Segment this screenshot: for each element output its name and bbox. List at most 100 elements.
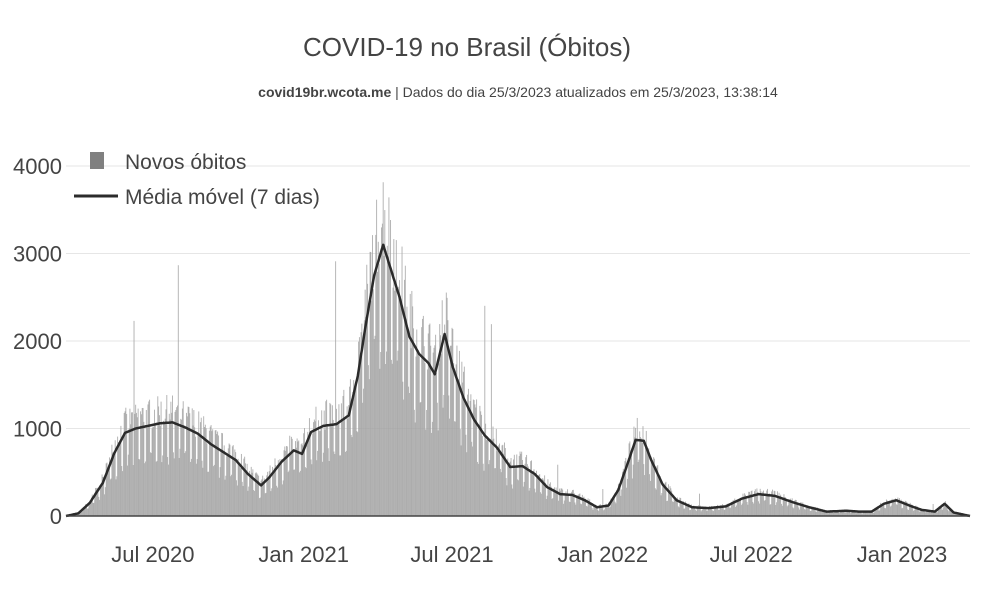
daily-deaths-bar: [210, 425, 212, 516]
daily-deaths-bar: [831, 510, 833, 516]
daily-deaths-bar: [546, 495, 548, 516]
daily-deaths-bar: [242, 485, 244, 516]
daily-deaths-bar: [462, 382, 464, 516]
daily-deaths-bar: [263, 482, 264, 516]
daily-deaths-bar: [466, 452, 468, 516]
daily-deaths-bar: [453, 363, 455, 516]
daily-deaths-bar: [703, 507, 705, 516]
daily-deaths-bar: [877, 507, 879, 516]
daily-deaths-bar: [940, 507, 941, 516]
daily-deaths-bar: [583, 496, 585, 516]
daily-deaths-bar: [531, 471, 533, 516]
daily-deaths-bar: [585, 505, 587, 516]
daily-deaths-bar: [336, 408, 337, 516]
daily-deaths-bar: [162, 455, 164, 516]
daily-deaths-bar: [838, 512, 840, 516]
daily-deaths-bar: [216, 434, 218, 516]
daily-deaths-bar: [815, 511, 817, 516]
daily-deaths-bar: [137, 408, 139, 516]
daily-deaths-bar: [341, 419, 343, 516]
daily-deaths-bar: [723, 509, 725, 516]
daily-deaths-bar: [939, 507, 941, 516]
daily-deaths-bar: [298, 440, 300, 516]
daily-deaths-bar: [663, 484, 665, 516]
daily-deaths-bar: [663, 483, 664, 516]
daily-deaths-bar: [728, 504, 730, 516]
daily-deaths-bar: [797, 503, 799, 516]
daily-deaths-bar: [143, 421, 145, 516]
daily-deaths-bar: [252, 469, 254, 516]
daily-deaths-bar: [404, 265, 406, 516]
daily-deaths-bar: [919, 511, 921, 516]
daily-deaths-bar: [399, 296, 401, 516]
daily-deaths-bar: [622, 468, 624, 516]
daily-deaths-bar: [452, 329, 454, 516]
daily-deaths-bar: [101, 474, 103, 516]
daily-deaths-bar: [949, 506, 950, 516]
daily-deaths-bar: [149, 452, 151, 516]
daily-deaths-bar: [644, 443, 646, 516]
daily-deaths-bar: [175, 409, 177, 516]
daily-deaths-bar: [270, 491, 272, 516]
daily-deaths-bar: [551, 498, 553, 516]
daily-deaths-bar: [322, 452, 324, 516]
daily-deaths-bar: [835, 510, 837, 516]
daily-deaths-bar: [790, 498, 791, 516]
x-tick-label: Jul 2022: [710, 542, 793, 567]
daily-deaths-bar: [382, 182, 384, 516]
daily-deaths-bar: [829, 510, 831, 516]
daily-deaths-bar: [753, 491, 755, 516]
x-tick-label: Jan 2022: [558, 542, 649, 567]
daily-deaths-bar: [504, 442, 505, 516]
daily-deaths-bar: [123, 413, 125, 516]
daily-deaths-bar: [157, 396, 159, 516]
daily-deaths-bar: [618, 485, 620, 516]
daily-deaths-bar: [392, 287, 394, 516]
daily-deaths-bar: [418, 356, 420, 516]
daily-deaths-bar: [676, 499, 678, 516]
daily-deaths-bar: [367, 365, 369, 516]
daily-deaths-bar: [450, 345, 452, 516]
daily-deaths-bar: [741, 503, 743, 516]
daily-deaths-bar: [693, 505, 695, 516]
daily-deaths-bar: [785, 500, 787, 516]
daily-deaths-bar: [221, 432, 223, 516]
daily-deaths-bar: [885, 499, 887, 516]
daily-deaths-bar: [827, 513, 829, 516]
daily-deaths-bar: [851, 509, 853, 516]
daily-deaths-bar: [177, 265, 179, 516]
daily-deaths-bar: [443, 394, 445, 516]
daily-deaths-bar: [879, 509, 881, 516]
daily-deaths-bar: [718, 509, 720, 516]
daily-deaths-bar: [526, 464, 528, 516]
daily-deaths-bar: [206, 443, 208, 516]
daily-deaths-bar: [272, 466, 273, 516]
daily-deaths-bar: [280, 463, 282, 516]
daily-deaths-bar: [892, 501, 894, 516]
daily-deaths-bar: [129, 408, 131, 516]
daily-deaths-bar: [229, 444, 231, 516]
daily-deaths-bar: [314, 421, 316, 516]
daily-deaths-bar: [402, 381, 404, 516]
daily-deaths-bar: [131, 412, 133, 516]
daily-deaths-bar: [241, 481, 243, 516]
daily-deaths-bar: [933, 510, 935, 516]
daily-deaths-bar: [349, 379, 351, 516]
daily-deaths-bar: [317, 420, 319, 516]
daily-deaths-bar: [335, 261, 337, 516]
daily-deaths-bar: [120, 425, 122, 516]
daily-deaths-bar: [86, 508, 88, 516]
daily-deaths-bar: [279, 459, 281, 516]
daily-deaths-bar: [774, 491, 776, 516]
daily-deaths-bar: [694, 507, 696, 516]
daily-deaths-bar: [834, 511, 836, 516]
daily-deaths-bar: [87, 508, 89, 516]
daily-deaths-bar: [799, 502, 801, 516]
daily-deaths-bar: [340, 403, 342, 516]
daily-deaths-bar: [232, 445, 234, 516]
daily-deaths-bar: [532, 471, 534, 516]
daily-deaths-bar: [501, 445, 503, 516]
daily-deaths-bar: [946, 504, 948, 516]
daily-deaths-bar: [481, 436, 483, 516]
daily-deaths-bar: [495, 428, 497, 516]
